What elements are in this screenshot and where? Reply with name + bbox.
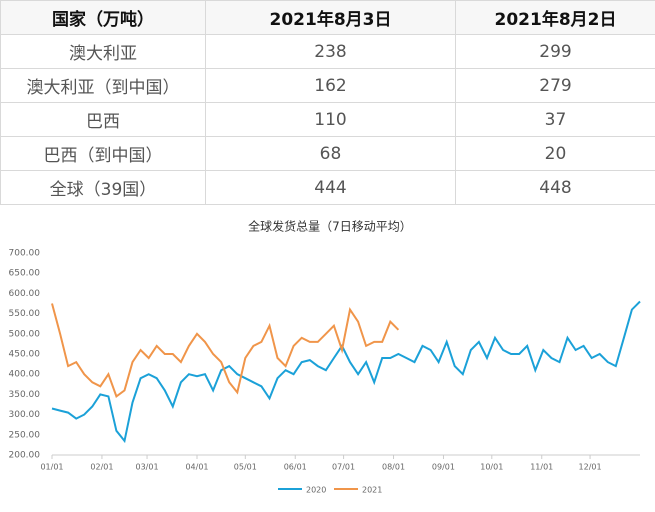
legend-label: 2021 bbox=[362, 486, 382, 495]
series-line bbox=[51, 303, 400, 399]
y-tick-label: 400.00 bbox=[9, 370, 41, 380]
y-tick-label: 550.00 bbox=[9, 309, 41, 319]
table-cell: 20 bbox=[455, 136, 655, 171]
x-tick-label: 06/01 bbox=[284, 463, 307, 472]
x-tick-label: 11/01 bbox=[530, 463, 553, 472]
table-cell: 299 bbox=[455, 34, 655, 69]
header-row: 国家（万吨） 2021年8月3日 2021年8月2日 bbox=[0, 0, 655, 35]
table-row: 澳大利亚 238 299 bbox=[0, 34, 655, 69]
data-table: 国家（万吨） 2021年8月3日 2021年8月2日 澳大利亚 238 299 澳大利… bbox=[0, 0, 655, 205]
y-tick-label: 300.00 bbox=[9, 410, 41, 420]
y-tick-label: 500.00 bbox=[9, 329, 41, 339]
table-cell: 110 bbox=[205, 102, 456, 137]
table-cell: 444 bbox=[205, 170, 456, 205]
y-tick-label: 350.00 bbox=[9, 390, 41, 400]
table-row: 巴西 110 37 bbox=[0, 102, 655, 137]
x-tick-label: 05/01 bbox=[234, 463, 257, 472]
table-cell: 37 bbox=[455, 102, 655, 137]
table-cell: 全球（39国） bbox=[0, 170, 206, 205]
table-cell: 279 bbox=[455, 68, 655, 103]
x-tick-label: 10/01 bbox=[480, 463, 503, 472]
x-tick-label: 03/01 bbox=[136, 463, 159, 472]
header-cell: 2021年8月3日 bbox=[205, 0, 456, 35]
header-cell: 2021年8月2日 bbox=[455, 0, 655, 35]
y-tick-label: 250.00 bbox=[9, 430, 41, 440]
table-body: 澳大利亚 238 299 澳大利亚（到中国） 162 279 巴西 110 37 巴西（到中国） 6… bbox=[0, 34, 655, 205]
chart: 全球发货总量（7日移动平均） 200.00 250.00 300.00 350.00 4… bbox=[9, 219, 641, 495]
y-tick-label: 600.00 bbox=[9, 289, 41, 299]
table-row: 澳大利亚（到中国） 162 279 bbox=[0, 68, 655, 103]
y-tick-label: 650.00 bbox=[9, 269, 41, 279]
x-tick-label: 04/01 bbox=[185, 463, 208, 472]
table-cell: 巴西（到中国） bbox=[0, 136, 206, 171]
y-tick-label: 700.00 bbox=[9, 249, 41, 259]
legend-label: 2020 bbox=[306, 486, 326, 495]
x-tick-label: 09/01 bbox=[432, 463, 455, 472]
table-cell: 238 bbox=[205, 34, 456, 69]
x-tick-label: 12/01 bbox=[579, 463, 602, 472]
x-tick-label: 02/01 bbox=[90, 463, 113, 472]
y-tick-label: 450.00 bbox=[9, 350, 41, 360]
y-tick-label: 200.00 bbox=[9, 451, 41, 461]
series-line bbox=[51, 300, 641, 444]
table-cell: 68 bbox=[205, 136, 456, 171]
table-cell: 162 bbox=[205, 68, 456, 103]
header-cell: 国家（万吨） bbox=[0, 0, 206, 35]
table-cell: 448 bbox=[455, 170, 655, 205]
x-tick-label: 08/01 bbox=[382, 463, 405, 472]
table-cell: 澳大利亚 bbox=[0, 34, 206, 69]
table-row: 巴西（到中国） 68 20 bbox=[0, 136, 655, 171]
chart-title: 全球发货总量（7日移动平均） bbox=[248, 219, 412, 234]
table-cell: 巴西 bbox=[0, 102, 206, 137]
x-tick-label: 07/01 bbox=[332, 463, 355, 472]
table-row: 全球（39国） 444 448 bbox=[0, 170, 655, 205]
x-tick-label: 01/01 bbox=[40, 463, 63, 472]
table-cell: 澳大利亚（到中国） bbox=[0, 68, 206, 103]
